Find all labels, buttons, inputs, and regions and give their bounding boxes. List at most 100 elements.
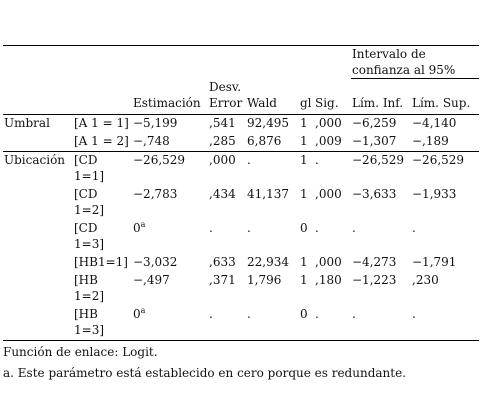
value-cell: ,633 xyxy=(208,254,246,272)
table-row: [CD 1=3] 0a.. 0... xyxy=(3,220,479,254)
column-header: Sig. xyxy=(315,95,339,110)
cell-text: 41,137 xyxy=(247,186,289,201)
header-row: Estimación Desv. Error Wald gl Sig. Lím. Inf.… xyxy=(3,79,479,115)
cell-text: −,189 xyxy=(412,133,449,148)
value-cell: −1,307 xyxy=(351,133,411,152)
value-cell: . xyxy=(351,220,411,254)
value-cell: ,230 xyxy=(411,272,479,306)
footnotes: Función de enlace: Logit. a. Este parámet… xyxy=(3,343,479,383)
group-label: Umbral xyxy=(3,113,73,133)
value-cell: . xyxy=(246,150,299,186)
parameter-table-wrap: Intervalo de confianza al 95% Estimación D… xyxy=(3,45,479,383)
cell-text: . xyxy=(247,220,251,235)
value-cell: −3,633 xyxy=(351,186,411,220)
table-row: Ubicación [CD 1=1] −26,529,000. 1. −26,529 −2… xyxy=(3,150,479,186)
value-cell: . xyxy=(246,305,299,341)
cell-text: −26,529 xyxy=(352,152,405,167)
footnote: Función de enlace: Logit. xyxy=(3,344,158,359)
column-header: gl xyxy=(300,95,312,110)
value-cell: ,371 xyxy=(208,272,246,306)
value-cell: ,000 xyxy=(314,254,351,272)
value-cell: −6,259 xyxy=(351,113,411,133)
cell-text: . xyxy=(247,306,251,321)
cell-text: 1 xyxy=(300,272,308,287)
value-cell: 22,934 xyxy=(246,254,299,272)
cell-text: −5,199 xyxy=(133,115,178,130)
header-cell xyxy=(73,45,132,79)
cell-text: −1,933 xyxy=(412,186,457,201)
cell-text: . xyxy=(209,306,213,321)
table-row: [HB 1=2] −,497 ,371 1,796 1 ,180 −1,223 ,230 xyxy=(3,272,479,306)
cell-text: 1 xyxy=(300,152,308,167)
column-header: Wald xyxy=(247,95,277,110)
value-cell: ,434 xyxy=(208,186,246,220)
cell-text: . xyxy=(315,152,319,167)
value-cell: ,009 xyxy=(314,133,351,152)
footnote: a. Este parámetro está establecido en ce… xyxy=(3,365,406,380)
value-cell: ,000 xyxy=(314,186,351,220)
value-cell: 1,796 xyxy=(246,272,299,306)
value-cell: . xyxy=(411,305,479,341)
cell-text: ,000 xyxy=(315,115,342,130)
cell-text: . xyxy=(315,306,319,321)
value-cell: . xyxy=(314,150,351,186)
value-cell: . xyxy=(314,220,351,254)
cell-text: 1,796 xyxy=(247,272,282,287)
value-cell: −4,273 xyxy=(351,254,411,272)
value-cell: 92,495 xyxy=(246,113,299,133)
value-cell: . xyxy=(351,305,411,341)
empty-cell xyxy=(3,305,73,341)
value-cell: 0a xyxy=(132,220,208,254)
header-cell xyxy=(73,79,132,115)
footnote-marker: a xyxy=(140,305,146,315)
value-cell: ,541 xyxy=(208,113,246,133)
cell-text: . xyxy=(352,306,356,321)
cell-text: −2,783 xyxy=(133,186,178,201)
cell-text: . xyxy=(412,220,416,235)
header-cell xyxy=(246,45,299,79)
row-label: [HB 1=3] xyxy=(73,305,132,341)
cell-text: . xyxy=(352,220,356,235)
row-label: [CD 1=1] xyxy=(73,150,132,186)
cell-text: . xyxy=(209,220,213,235)
value-cell: −26,529 xyxy=(411,150,479,186)
cell-text: . xyxy=(412,306,416,321)
table-row: [HB1=1] −3,032 ,633 22,934 1 ,000 −4,273 −1,791 xyxy=(3,254,479,272)
cell-text: 0 xyxy=(300,306,308,321)
empty-cell xyxy=(3,220,73,254)
value-cell: . xyxy=(246,220,299,254)
header-cell xyxy=(3,79,73,115)
cell-text: −1,307 xyxy=(352,133,397,148)
cell-text: ,371 xyxy=(209,272,236,287)
value-cell: ,180 xyxy=(314,272,351,306)
value-cell: −5,199 xyxy=(132,113,208,133)
cell-text: . xyxy=(247,152,251,167)
value-cell: −1,223 xyxy=(351,272,411,306)
header-cell xyxy=(314,45,351,79)
cell-text: −,497 xyxy=(133,272,170,287)
value-cell: −,497 xyxy=(132,272,208,306)
header-cell xyxy=(208,45,246,79)
value-cell: −4,140 xyxy=(411,113,479,133)
cell-text: −3,633 xyxy=(352,186,397,201)
cell-text: 0 xyxy=(300,220,308,235)
value-cell: −1,933 xyxy=(411,186,479,220)
row-label: [A 1 = 1] xyxy=(73,113,132,133)
value-cell: 6,876 xyxy=(246,133,299,152)
cell-text: −4,273 xyxy=(352,254,397,269)
cell-text: . xyxy=(315,220,319,235)
value-cell: 0a xyxy=(132,305,208,341)
column-header: Estimación xyxy=(133,95,201,110)
value-cell: ,285 xyxy=(208,133,246,152)
row-label: [CD 1=2] xyxy=(74,186,105,217)
column-header: Desv. Error xyxy=(209,79,243,110)
cell-text: −4,140 xyxy=(412,115,457,130)
value-cell: 1 xyxy=(299,254,314,272)
cell-text: −26,529 xyxy=(133,152,186,167)
empty-cell xyxy=(3,254,73,272)
footnote-marker: a xyxy=(140,219,146,229)
row-label: [HB1=1] xyxy=(74,254,128,269)
cell-text: ,541 xyxy=(209,115,236,130)
value-cell: 1 xyxy=(299,133,314,152)
